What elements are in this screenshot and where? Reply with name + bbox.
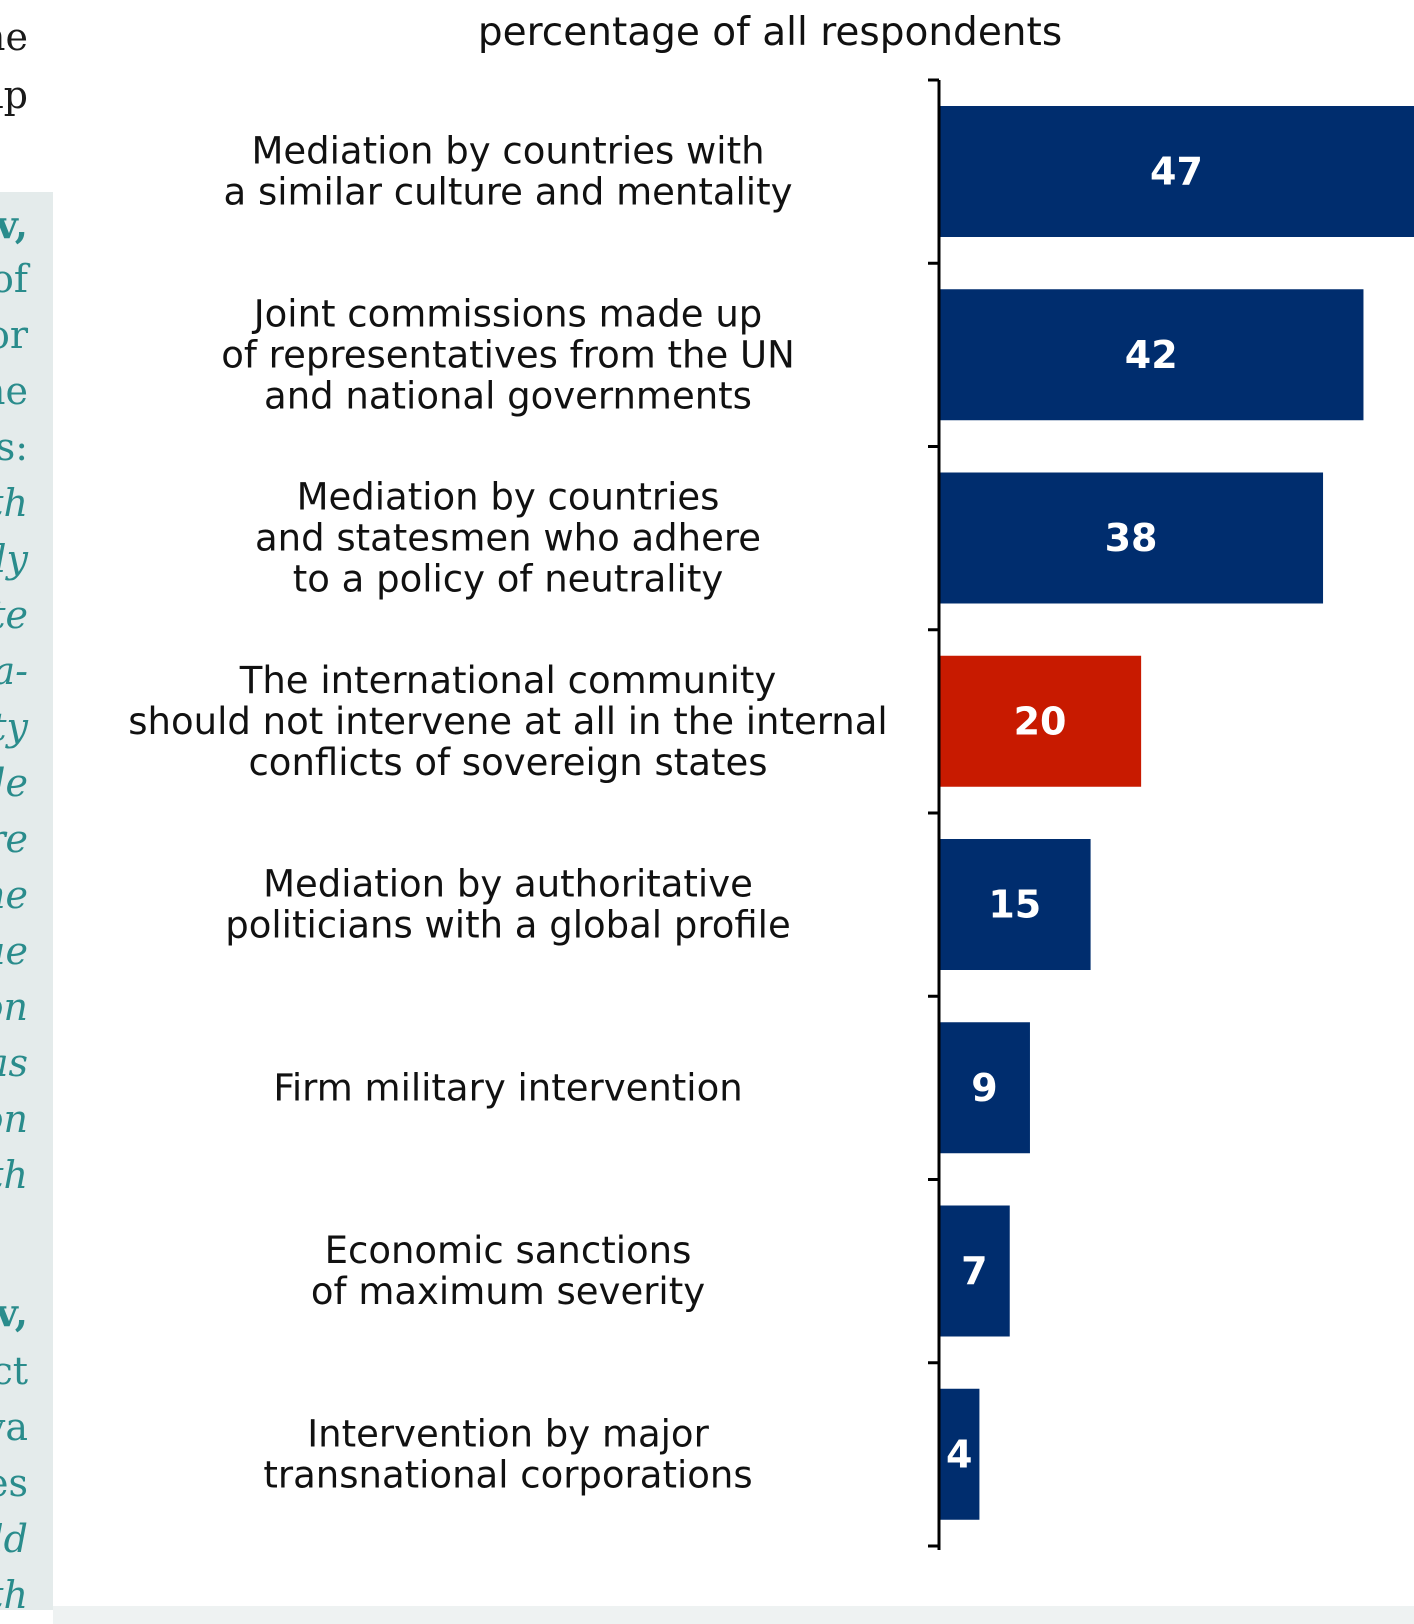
left-column-fragment: th <box>0 1153 28 1197</box>
left-column-fragment: ue <box>0 929 28 973</box>
bar-value-label: 47 <box>1150 150 1203 194</box>
bar-value-label: 7 <box>961 1249 987 1293</box>
left-column-fragment: es <box>0 1461 28 1505</box>
chart-subtitle: percentage of all respondents <box>477 10 1063 55</box>
bar <box>939 1205 1010 1337</box>
bar <box>939 1022 1030 1154</box>
left-column-fragment: a- <box>0 649 28 693</box>
left-column-fragment: th <box>0 1573 28 1617</box>
category-label: Mediation by authoritative politicians wi… <box>225 863 790 947</box>
left-column-fragment: re <box>0 817 28 861</box>
left-column-fragment: of <box>0 257 28 301</box>
left-column-fragment: de <box>0 761 28 805</box>
left-column-fragment: on <box>0 985 28 1029</box>
bar-value-label: 15 <box>988 883 1041 927</box>
bar <box>939 1388 980 1520</box>
category-label: Mediation by countries with a similar cul… <box>224 130 793 214</box>
left-column-fragment: or <box>0 313 28 357</box>
left-column-fragment: ıp <box>0 73 28 117</box>
bar <box>939 472 1324 604</box>
category-label: Mediation by countries and statesmen who … <box>255 476 761 601</box>
left-column-fragment: ly <box>0 537 28 581</box>
left-column-fragment: ty <box>0 705 28 749</box>
left-column-fragment: v, <box>0 1290 28 1335</box>
left-column-fragment: ne <box>0 873 28 917</box>
bar-value-label: 42 <box>1125 333 1178 377</box>
left-column-fragment: ct <box>0 1349 28 1393</box>
bar <box>939 106 1414 237</box>
footer-band <box>53 1606 1414 1624</box>
bar-value-label: 20 <box>1014 699 1067 743</box>
left-column-fragment: on <box>0 1097 28 1141</box>
category-label: The international community should not in… <box>128 659 887 784</box>
side-text-panel <box>0 192 53 1610</box>
left-column-fragment: ne <box>0 369 28 413</box>
bar-value-label: 9 <box>971 1066 997 1110</box>
bar-value-label: 38 <box>1105 516 1158 560</box>
left-column-fragment: s: <box>0 425 28 469</box>
bar <box>939 839 1091 970</box>
left-column-fragment: te <box>0 593 28 637</box>
left-column-fragment: ne <box>0 15 28 59</box>
left-column-fragment: va <box>0 1405 28 1449</box>
category-label: Economic sanctions of maximum severity <box>311 1229 705 1313</box>
left-column-fragment: ld <box>0 1517 28 1561</box>
left-column-fragment: th <box>0 481 28 525</box>
left-column-fragment: as <box>0 1041 28 1085</box>
bar-value-label: 4 <box>946 1432 972 1476</box>
bar <box>939 289 1364 421</box>
category-label: Firm military intervention <box>273 1066 742 1109</box>
left-column-fragment: v, <box>0 202 28 247</box>
bar <box>939 655 1142 787</box>
category-label: Joint commissions made up of representati… <box>221 292 795 417</box>
category-label: Intervention by major transnational corpo… <box>263 1412 752 1496</box>
